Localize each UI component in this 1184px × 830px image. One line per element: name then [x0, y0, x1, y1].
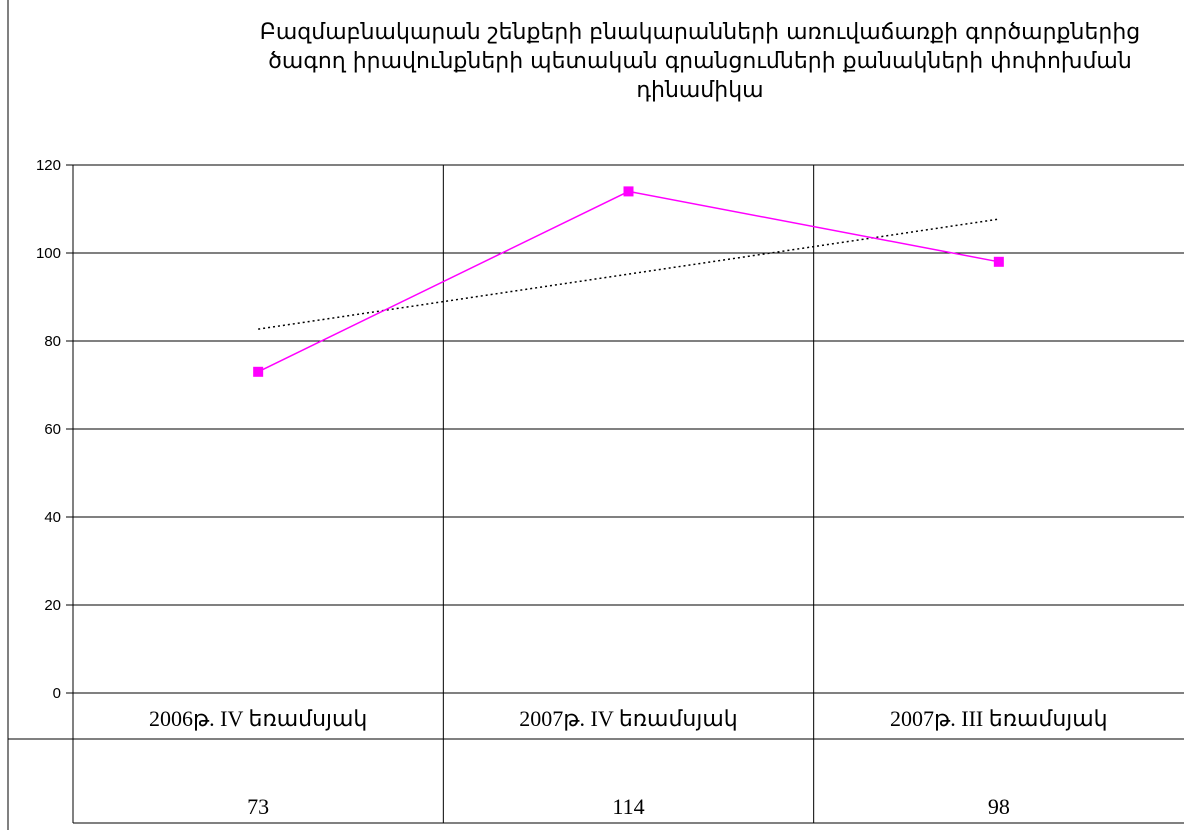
- y-tick-label: 40: [44, 509, 61, 526]
- y-tick-label: 60: [44, 421, 61, 438]
- y-tick-label: 20: [44, 597, 61, 614]
- data-table-value: 98: [988, 794, 1010, 819]
- data-table-value: 114: [612, 794, 644, 819]
- data-point-marker: [253, 366, 264, 377]
- data-point-marker: [993, 256, 1004, 267]
- y-tick-label: 0: [53, 685, 61, 702]
- y-tick-label: 100: [36, 245, 61, 262]
- trendline: [258, 218, 999, 330]
- data-point-marker: [623, 186, 634, 197]
- x-category-label: 2007թ. III եռամսյակ: [890, 706, 1108, 731]
- x-category-label: 2007թ. IV եռամսյակ: [519, 706, 737, 731]
- y-tick-label: 80: [44, 333, 61, 350]
- chart-title: Բազմաբնակարան շենքերի բնակարանների առուվ…: [259, 20, 1141, 103]
- x-category-label: 2006թ. IV եռամսյակ: [149, 706, 367, 731]
- series-line: [257, 190, 999, 373]
- data-table-value: 73: [247, 794, 269, 819]
- y-tick-label: 120: [36, 157, 61, 174]
